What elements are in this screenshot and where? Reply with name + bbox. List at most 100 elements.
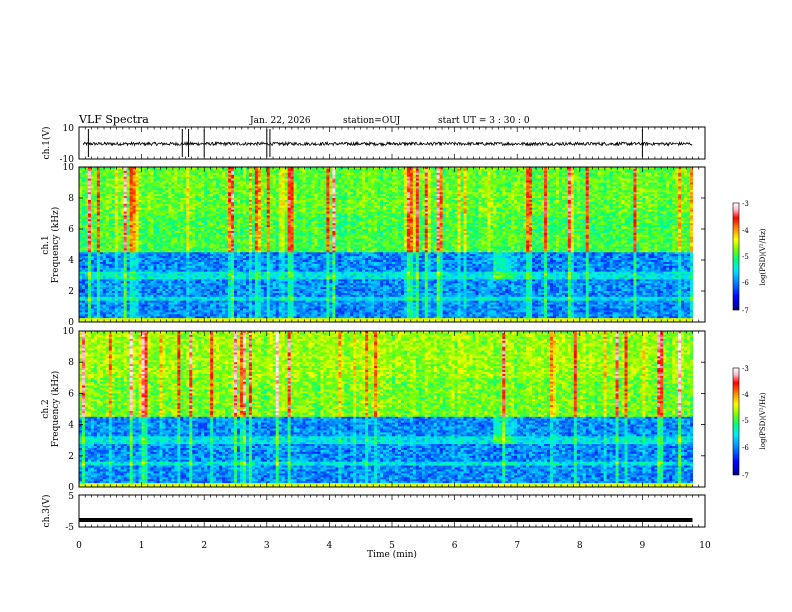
spectrogram-cell (153, 188, 157, 191)
spectrogram-cell (117, 304, 122, 307)
spectrogram-cell (168, 279, 172, 282)
spectrogram-cell (135, 186, 140, 189)
spectrogram-cell (123, 240, 128, 243)
spectrogram-cell (144, 304, 148, 307)
spectrogram-cell (120, 246, 125, 249)
spectrogram-cell (156, 199, 160, 203)
spectrogram-cell (114, 203, 119, 207)
spectrogram-cell (93, 223, 98, 226)
spectrogram-cell (162, 182, 166, 185)
spectrogram-cell (93, 304, 98, 307)
spectrogram-cell (144, 287, 148, 290)
spectrogram-cell (144, 209, 148, 212)
spectrogram-cell (87, 230, 92, 234)
spectrogram-cell (150, 234, 154, 238)
spectrogram-cell (93, 167, 98, 170)
ch1-ytick-bottom: -10 (60, 155, 75, 165)
spectrogram-cell (156, 308, 160, 311)
spectrogram-cell (111, 180, 116, 183)
spectrogram-cell (162, 292, 166, 296)
spectrogram-cell (168, 221, 172, 224)
spectrogram-cell (135, 320, 140, 323)
spectrogram-cell (141, 201, 145, 205)
spectrogram-cell (108, 281, 113, 284)
spectrogram-cell (102, 198, 107, 201)
spectrogram-cell (120, 240, 125, 243)
spectrogram-cell (79, 167, 83, 170)
spectrogram-cell (120, 316, 125, 319)
spectrogram-cell (105, 168, 110, 172)
spectrogram-cell (84, 277, 89, 280)
spectrogram-cell (84, 232, 89, 236)
spectrogram-cell (108, 287, 113, 290)
spectrogram-cell (150, 203, 154, 207)
spectrogram-cell (117, 217, 122, 220)
spectrogram-cell (126, 300, 131, 304)
spectrogram-cell (108, 170, 113, 174)
spectrogram-cell (108, 277, 113, 280)
spectrogram-cell (81, 306, 86, 309)
spectrogram-cell (141, 240, 145, 243)
spectrogram-cell (132, 285, 137, 288)
spectrogram-cell (168, 265, 172, 269)
spectrogram-cell (150, 260, 154, 263)
spectrogram-cell (126, 221, 131, 224)
spectrogram-cell (165, 217, 169, 220)
spectrogram-cell (159, 261, 163, 265)
spectrogram-cell (99, 277, 104, 280)
spectrogram-cell (87, 312, 92, 315)
spectrogram-cell (150, 238, 154, 242)
spectrogram-cell (168, 178, 172, 181)
spectrogram-cell (159, 302, 163, 305)
spectrogram-cell (79, 180, 83, 183)
spectrogram-cell (105, 246, 110, 249)
spectrogram-cell (114, 302, 119, 305)
spectrogram-cell (81, 312, 86, 315)
spectrogram-cell (168, 209, 172, 212)
spectrogram-cell (138, 184, 142, 187)
spectrogram-cell (156, 248, 160, 251)
spectrogram-cell (141, 174, 145, 178)
spectrogram-cell (147, 227, 151, 230)
spectrogram-cell (147, 184, 151, 187)
spectrogram-cell (93, 306, 98, 309)
spectrogram-cell (96, 234, 101, 238)
spectrogram-cell (165, 190, 169, 193)
spectrogram-cell (168, 261, 172, 265)
spectrogram-cell (144, 265, 148, 269)
spectrogram-cell (117, 213, 122, 216)
spectrogram-cell (79, 219, 83, 222)
spectrogram-cell (141, 275, 145, 278)
spectrogram-cell (81, 244, 86, 247)
spectrogram-cell (84, 240, 89, 243)
spectrogram-cell (123, 227, 128, 230)
spectrogram-cell (129, 298, 134, 302)
spectrogram-cell (99, 190, 104, 193)
spectrogram-cell (147, 199, 151, 203)
spectrogram-cell (123, 260, 128, 263)
spectrogram-cell (93, 260, 98, 263)
spectrogram-cell (135, 234, 140, 238)
spectrogram-cell (150, 287, 154, 290)
spectrogram-cell (141, 234, 145, 238)
spectrogram-cell (153, 229, 157, 232)
spectrogram-cell (108, 221, 113, 224)
spectrogram-cell (132, 271, 137, 274)
spectrogram-cell (147, 174, 151, 178)
spectrogram-cell (79, 267, 83, 271)
spectrogram-cell (138, 194, 142, 197)
spectrogram-cell (102, 300, 107, 304)
spectrogram-cell (81, 271, 86, 274)
spectrogram-cell (153, 236, 157, 240)
spectrogram-cell (165, 273, 169, 276)
spectrogram-cell (105, 207, 110, 211)
spectrogram-cell (144, 320, 148, 323)
spectrogram-cell (165, 167, 169, 170)
spectrogram-cell (162, 238, 166, 242)
spectrogram-cell (79, 281, 83, 284)
spectrogram-cell (79, 198, 83, 201)
spectrogram-cell (141, 298, 145, 302)
spectrogram-cell (144, 223, 148, 226)
spectrogram-cell (90, 223, 95, 226)
spectrogram-cell (81, 265, 86, 269)
